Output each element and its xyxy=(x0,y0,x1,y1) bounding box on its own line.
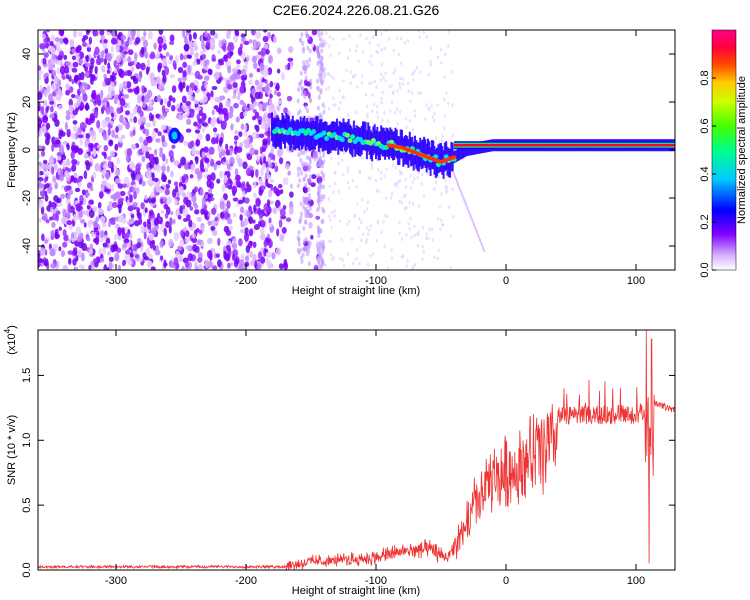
snr-y-scale-exponent: 4 xyxy=(3,328,12,333)
x-tick-label: 100 xyxy=(627,575,645,587)
x-tick-label: -300 xyxy=(105,275,127,287)
colorbar-label: Normalized spectral amplitude xyxy=(736,76,748,224)
colorbar-tick-label: 0.6 xyxy=(699,118,711,133)
snr-y-scale-suffix: ) xyxy=(6,325,18,329)
x-tick-label: -200 xyxy=(235,575,257,587)
colorbar-tick-label: 0.4 xyxy=(699,166,711,181)
y-tick-label: 0.5 xyxy=(21,497,33,512)
y-tick-label: 1.0 xyxy=(21,433,33,448)
x-tick-label: -100 xyxy=(365,275,387,287)
spectrogram-x-axis-label: Height of straight line (km) xyxy=(292,285,420,297)
colorbar-tick-label: 0.8 xyxy=(699,70,711,85)
y-tick-label: -40 xyxy=(21,238,33,254)
snr-frame xyxy=(37,329,676,571)
colorbar-gradient xyxy=(711,29,737,271)
x-tick-label: -200 xyxy=(235,275,257,287)
x-tick-label: -300 xyxy=(105,575,127,587)
snr-y-scale-factor: (x104) xyxy=(3,325,18,355)
spectrogram-heatmap xyxy=(38,30,675,270)
y-tick-label: 0.0 xyxy=(21,562,33,577)
snr-y-axis-label: SNR (10 * v/v) xyxy=(6,415,18,485)
x-tick-label: 100 xyxy=(627,275,645,287)
x-tick-label: 0 xyxy=(503,575,509,587)
snr-y-scale-prefix: (x10 xyxy=(6,333,18,354)
snr-panel: -300 -200 -100 0 100 0.0 0.5 1.0 1.5 Height of … xyxy=(3,325,676,597)
spectrogram-x-ticks: -300 -200 -100 0 100 xyxy=(105,30,645,287)
snr-series-line xyxy=(38,330,675,570)
chart-title: C2E6.2024.226.08.21.G26 xyxy=(273,2,440,18)
colorbar-tick-label: 0.2 xyxy=(699,214,711,229)
svg-text:(x104): (x104) xyxy=(3,325,18,355)
snr-x-axis-label: Height of straight line (km) xyxy=(292,585,420,597)
x-tick-label: -100 xyxy=(365,575,387,587)
y-tick-label: 20 xyxy=(21,96,33,108)
colorbar-tick-label: 0.0 xyxy=(699,262,711,277)
y-tick-label: 1.5 xyxy=(21,368,33,383)
x-tick-label: 0 xyxy=(503,275,509,287)
colorbar-ticks: 0.0 0.2 0.4 0.6 0.8 xyxy=(699,70,716,278)
y-tick-label: -20 xyxy=(21,190,33,206)
snr-x-ticks: -300 -200 -100 0 100 xyxy=(105,330,645,587)
colorbar: 0.0 0.2 0.4 0.6 0.8 Normalized spectral ampl… xyxy=(699,29,748,278)
snr-y-ticks: 0.0 0.5 1.0 1.5 xyxy=(21,368,675,578)
y-tick-label: 40 xyxy=(21,48,33,60)
y-tick-label: 0 xyxy=(21,147,33,153)
spectrogram-y-axis-label: Frequency (Hz) xyxy=(6,112,18,188)
spectrogram-y-ticks: -40 -20 0 20 40 xyxy=(21,48,675,254)
